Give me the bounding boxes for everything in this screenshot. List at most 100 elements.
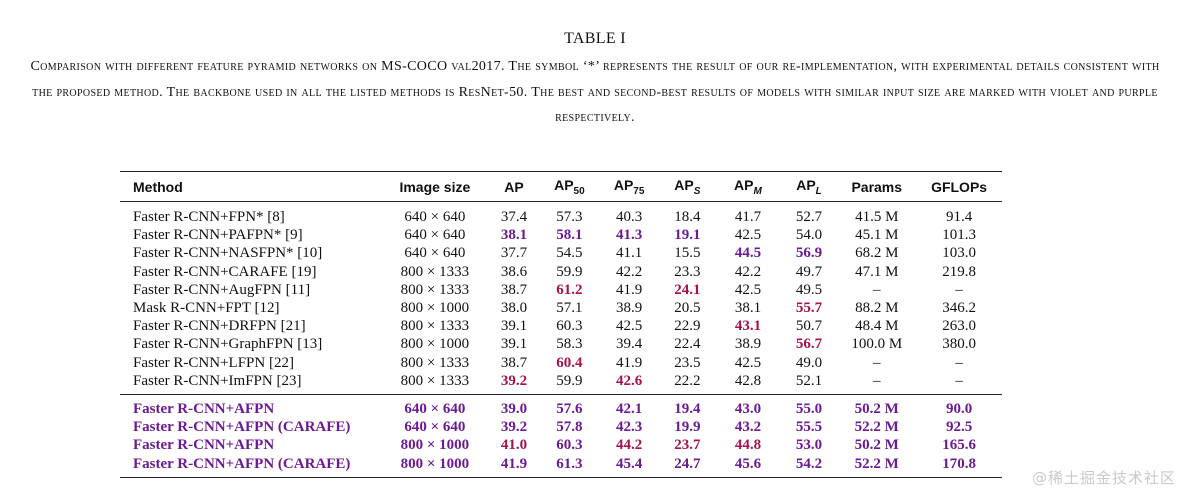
cell-params: 50.2 M — [854, 437, 899, 454]
cell-ap50: 60.4 — [556, 354, 583, 371]
cell-ap75: 41.3 — [616, 227, 643, 244]
cell-ap75: 41.1 — [616, 245, 643, 262]
table-row: Faster R-CNN+DRFPN [21] 800 × 1333 39.1 60.… — [120, 317, 1002, 335]
cell-ap50: 57.3 — [556, 209, 583, 226]
cell-ap75: 41.9 — [616, 354, 643, 371]
cell-ap50: 61.3 — [556, 455, 583, 472]
header-ap50-sub: 50 — [573, 185, 585, 197]
cell-gflops: – — [955, 354, 963, 371]
header-method: Method — [133, 178, 183, 195]
cell-params: 48.4 M — [855, 318, 899, 335]
cell-gflops: 380.0 — [942, 336, 976, 353]
cell-gflops: 263.0 — [942, 318, 976, 335]
cell-image-size: 800 × 1333 — [400, 354, 470, 371]
cell-apm: 42.5 — [734, 281, 762, 298]
cell-gflops: 91.4 — [945, 209, 973, 226]
table-header: Method Image size AP AP50 AP75 APS APM A… — [120, 171, 1002, 202]
cell-method: Faster R-CNN+AFPN (CARAFE) — [133, 455, 351, 472]
cell-aps: 23.5 — [674, 354, 701, 371]
cell-method: Faster R-CNN+LFPN [22] — [133, 354, 294, 371]
header-aps-main: AP — [674, 176, 694, 193]
header-aps: APS — [659, 172, 715, 202]
cell-ap: 37.4 — [500, 209, 528, 226]
cell-ap50: 61.2 — [556, 281, 583, 298]
cell-image-size: 800 × 1000 — [400, 300, 470, 317]
cell-ap50: 60.3 — [556, 318, 583, 335]
header-apl-sub: L — [815, 185, 822, 197]
cell-image-size: 800 × 1333 — [400, 372, 470, 389]
cell-method: Faster R-CNN+FPN* [8] — [133, 209, 285, 226]
cell-apl: 50.7 — [795, 318, 823, 335]
header-ap50: AP50 — [540, 172, 599, 202]
cell-params: 100.0 M — [851, 336, 903, 353]
cell-apl: 56.9 — [795, 245, 823, 262]
cell-image-size: 800 × 1000 — [400, 437, 470, 454]
cell-ap: 38.7 — [500, 281, 528, 298]
table-row: Faster R-CNN+NASFPN* [10] 640 × 640 37.7 54… — [120, 244, 1002, 262]
cell-aps: 19.4 — [674, 400, 701, 417]
watermark: @稀土掘金技术社区 — [1031, 469, 1176, 487]
cell-ap: 38.1 — [500, 227, 528, 244]
table-row: Faster R-CNN+LFPN [22] 800 × 1333 38.7 60.4… — [120, 354, 1002, 372]
cell-params: 52.2 M — [854, 455, 899, 472]
cell-apm: 38.1 — [734, 300, 762, 317]
cell-method: Faster R-CNN+AugFPN [11] — [133, 281, 311, 298]
cell-image-size: 640 × 640 — [404, 245, 466, 262]
results-table-container: Method Image size AP AP50 AP75 APS APM A… — [120, 171, 1002, 478]
cell-apl: 49.7 — [795, 263, 823, 280]
cell-params: – — [873, 372, 881, 389]
table-row: Faster R-CNN+ImFPN [23] 800 × 1333 39.2 59.… — [120, 372, 1002, 395]
cell-method: Faster R-CNN+CARAFE [19] — [133, 263, 317, 280]
header-row: Method Image size AP AP50 AP75 APS APM A… — [120, 171, 1002, 202]
cell-ap50: 57.8 — [556, 419, 583, 436]
cell-ap: 39.2 — [500, 372, 528, 389]
cell-apm: 43.1 — [734, 318, 762, 335]
cell-ap75: 42.5 — [616, 318, 643, 335]
cell-gflops: 165.6 — [942, 437, 976, 454]
cell-apl: 53.0 — [795, 437, 823, 454]
cell-ap75: 39.4 — [616, 336, 643, 353]
cell-params: 88.2 M — [855, 300, 899, 317]
cell-ap75: 42.3 — [616, 419, 643, 436]
cell-ap50: 58.1 — [556, 227, 583, 244]
cell-apl: 55.0 — [795, 400, 823, 417]
cell-aps: 22.2 — [674, 372, 701, 389]
cell-ap75: 42.6 — [616, 372, 643, 389]
cell-ap: 41.9 — [500, 455, 528, 472]
cell-aps: 23.3 — [674, 263, 701, 280]
cell-method: Faster R-CNN+AFPN — [133, 437, 275, 454]
cell-apm: 42.5 — [734, 227, 762, 244]
cell-aps: 18.4 — [674, 209, 701, 226]
table-caption: Comparison with different feature pyrami… — [20, 54, 1170, 131]
cell-params: 52.2 M — [854, 419, 899, 436]
cell-aps: 24.7 — [674, 455, 701, 472]
table-row: Faster R-CNN+AugFPN [11] 800 × 1333 38.7 61… — [120, 281, 1002, 299]
cell-aps: 20.5 — [674, 300, 701, 317]
cell-image-size: 800 × 1333 — [400, 263, 470, 280]
header-ap50-main: AP — [554, 176, 574, 193]
cell-ap75: 41.9 — [616, 281, 643, 298]
table-group-baselines: Faster R-CNN+FPN* [8] 640 × 640 37.4 57.3 40… — [120, 202, 1002, 395]
cell-image-size: 800 × 1333 — [400, 318, 470, 335]
cell-image-size: 640 × 640 — [404, 209, 466, 226]
caption-part2: val2017. The symbol ‘*’ represents the r… — [32, 59, 1160, 125]
cell-ap: 38.6 — [500, 263, 528, 280]
cell-apl: 55.7 — [795, 300, 823, 317]
cell-image-size: 640 × 640 — [404, 400, 466, 417]
cell-apl: 55.5 — [795, 419, 823, 436]
cell-aps: 19.9 — [674, 419, 701, 436]
header-gflops: GFLOPs — [931, 178, 988, 195]
table-group-afpn: Faster R-CNN+AFPN 640 × 640 39.0 57.6 42.1 19… — [120, 394, 1002, 478]
cell-method: Faster R-CNN+GraphFPN [13] — [133, 336, 323, 353]
header-apl-main: AP — [796, 176, 816, 193]
cell-gflops: 170.8 — [942, 455, 976, 472]
table-row: Faster R-CNN+PAFPN* [9] 640 × 640 38.1 58.1… — [120, 226, 1002, 244]
cell-params: 50.2 M — [854, 400, 899, 417]
cell-ap75: 44.2 — [616, 437, 643, 454]
header-ap: AP — [504, 178, 524, 195]
cell-params: – — [873, 354, 881, 371]
header-ap75-sub: 75 — [633, 185, 645, 197]
cell-apm: 45.6 — [734, 455, 762, 472]
cell-ap: 37.7 — [500, 245, 528, 262]
cell-method: Faster R-CNN+NASFPN* [10] — [133, 245, 323, 262]
